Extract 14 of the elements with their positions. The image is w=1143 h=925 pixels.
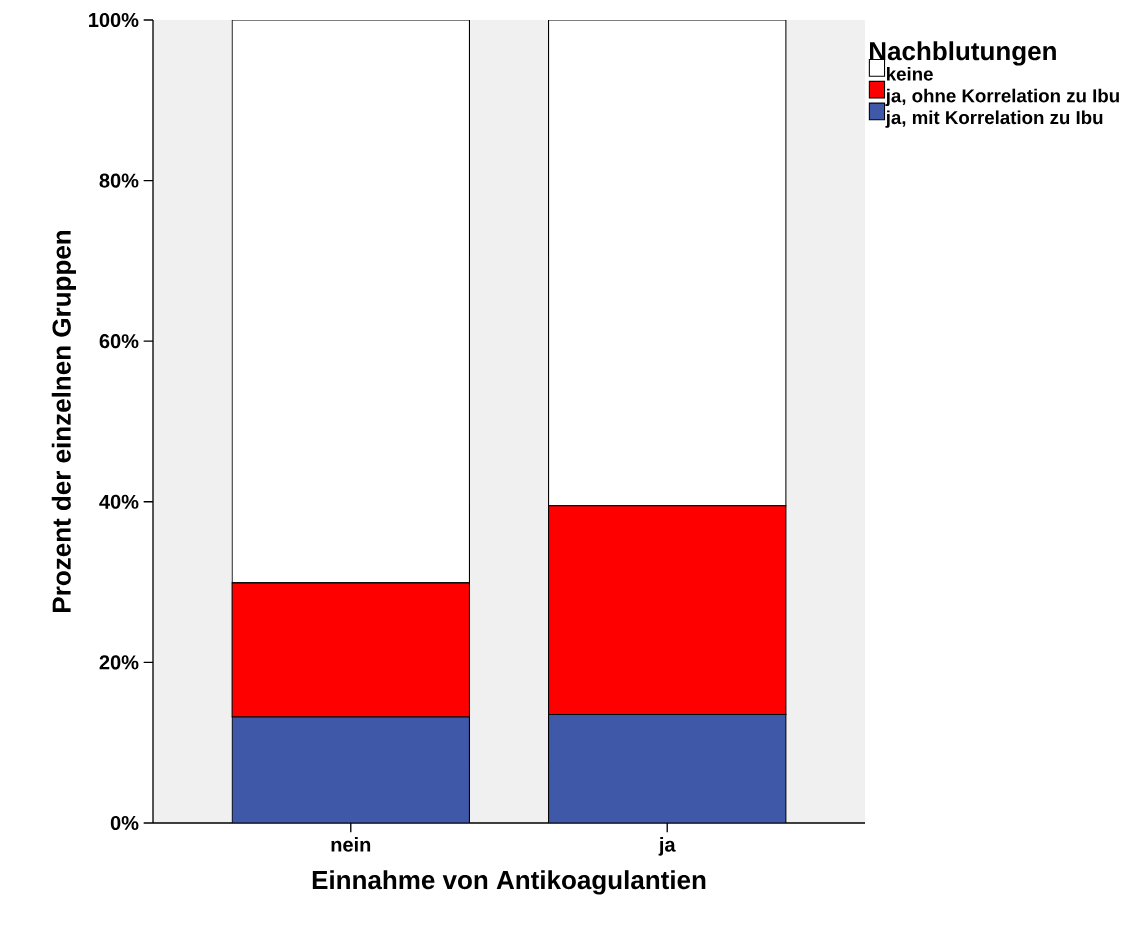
x-axis-title: Einnahme von Antikoagulantien [312,870,706,895]
x-tick-label: ja [658,837,676,856]
y-tick-label: 80% [99,173,139,188]
legend-label: ja, mit Korrelation zu Ibu [885,110,1103,128]
y-tick-label: 20% [99,655,139,670]
y-tick-label: 100% [89,12,139,28]
y-tick-label: 0% [110,815,139,831]
y-tick-label: 60% [99,334,139,349]
y-tick-label: 40% [99,494,139,509]
legend-title: Nachblutungen [870,41,1056,66]
legend-label: ja, ohne Korrelation zu Ibu [885,88,1119,107]
legend-label: keine [887,66,933,81]
x-tick-label: nein [331,837,371,852]
y-axis-title: Prozent der einzelnen Gruppen [51,230,76,612]
